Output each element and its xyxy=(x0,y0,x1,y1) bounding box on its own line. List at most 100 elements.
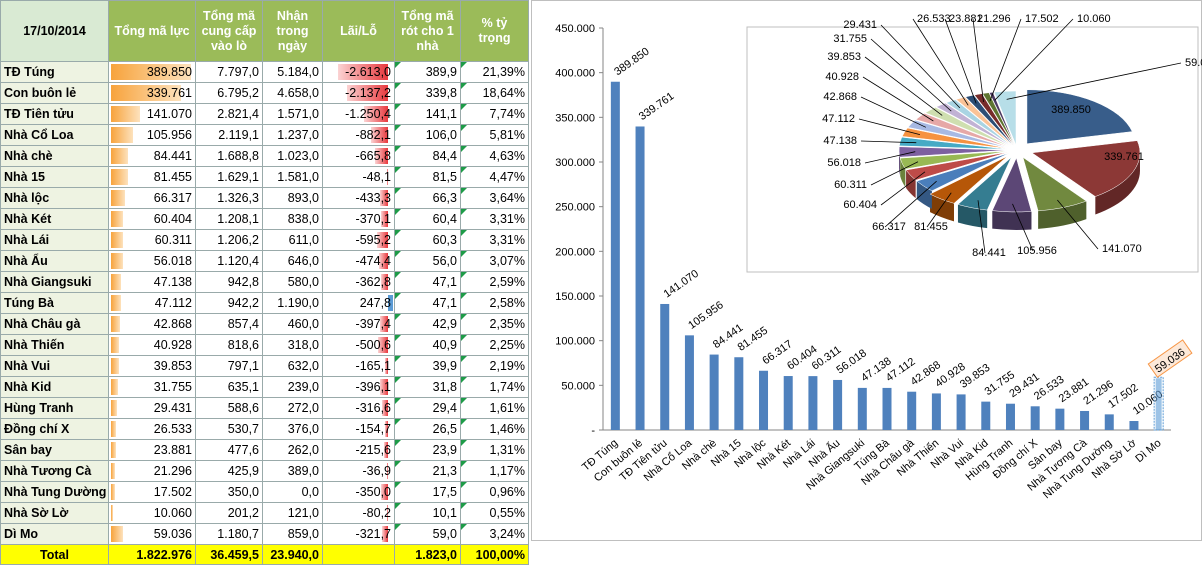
pie-label: 105.956 xyxy=(1017,245,1057,257)
pie-leader-line xyxy=(880,171,926,206)
row-total-value: 47.112 xyxy=(154,296,192,310)
row-pl-value: -316,6 xyxy=(355,401,391,415)
total-data-bar xyxy=(111,295,121,311)
data-table: 17/10/2014 Tổng mã lực Tổng mã cung cấp … xyxy=(0,0,529,565)
row-percent: 4,47% xyxy=(460,166,529,188)
pie-leader-line xyxy=(1057,199,1099,250)
row-pl-value: -350,0 xyxy=(355,485,391,499)
row-supply: 1.326,3 xyxy=(195,187,263,209)
total-data-bar xyxy=(111,106,140,122)
total-data-bar xyxy=(111,316,120,332)
pie-slice xyxy=(915,113,1009,148)
pie-slice xyxy=(1026,89,1133,145)
pie-slice xyxy=(899,136,1008,150)
loss-data-bar xyxy=(371,127,388,143)
table-row: Con buôn lẻ 339.761 6.795,2 4.658,0 -2.137,2… xyxy=(0,82,529,104)
row-profit-loss: -1.250,4 xyxy=(322,103,395,125)
row-pour: 106,0 xyxy=(394,124,461,146)
row-supply: 635,1 xyxy=(195,376,263,398)
row-pl-value: -2.613,0 xyxy=(345,65,391,79)
pie-leader-line xyxy=(864,151,916,164)
pie-leader-line xyxy=(860,96,927,128)
row-pl-value: 247,8 xyxy=(359,296,391,310)
row-percent: 18,64% xyxy=(460,82,529,104)
row-pl-value: -362,8 xyxy=(355,275,391,289)
pie-leader-line xyxy=(884,180,937,228)
pie-slice xyxy=(929,156,1008,204)
row-total: 47.112 xyxy=(108,292,196,314)
table-row: Nhà Kid 31.755 635,1 239,0 -396,1 31,8 1,74% xyxy=(0,376,529,398)
pie-label: 21.296 xyxy=(977,13,1011,25)
row-total: 21.296 xyxy=(108,460,196,482)
row-name: Nhà Tương Cà xyxy=(0,460,109,482)
row-pour: 84,4 xyxy=(394,145,461,167)
bar-highlight-fill xyxy=(1155,378,1162,430)
row-profit-loss: -350,0 xyxy=(322,481,395,503)
row-supply: 818,6 xyxy=(195,334,263,356)
table-row: Nhà Ẩu 56.018 1.120,4 646,0 -474,4 56,0 3,07% xyxy=(0,250,529,272)
row-total-value: 81.455 xyxy=(153,170,192,184)
table-body: TĐ Túng 389.850 7.797,0 5.184,0 -2.613,0 389,… xyxy=(0,61,529,545)
row-profit-loss: -165,1 xyxy=(322,355,395,377)
row-percent: 21,39% xyxy=(460,61,529,83)
total-data-bar xyxy=(111,379,118,395)
row-percent: 2,35% xyxy=(460,313,529,335)
row-name: Nhà chè xyxy=(0,145,109,167)
row-pour: 81,5 xyxy=(394,166,461,188)
total-data-bar xyxy=(111,484,115,500)
row-received: 460,0 xyxy=(262,313,323,335)
row-total-value: 40.928 xyxy=(153,338,192,352)
row-total: 47.138 xyxy=(108,271,196,293)
total-pl xyxy=(322,544,395,565)
row-total: 10.060 xyxy=(108,502,196,524)
row-name: Sân bay xyxy=(0,439,109,461)
bar xyxy=(1030,406,1040,430)
pie-leader-line xyxy=(858,118,921,136)
row-supply: 1.688,8 xyxy=(195,145,263,167)
pie-leader-line xyxy=(977,200,986,254)
row-pour: 17,5 xyxy=(394,481,461,503)
pie-label: 39.853 xyxy=(827,51,861,63)
row-total-value: 59.036 xyxy=(153,527,192,541)
loss-data-bar xyxy=(338,64,388,80)
row-percent: 0,55% xyxy=(460,502,529,524)
row-supply: 1.180,7 xyxy=(195,523,263,545)
row-percent: 1,46% xyxy=(460,418,529,440)
table-row: Nhà Giangsuki 47.138 942,8 580,0 -362,8 47,1 2… xyxy=(0,271,529,293)
row-pl-value: -595,2 xyxy=(355,233,391,247)
pie-leader-line xyxy=(1012,203,1034,252)
row-supply: 588,6 xyxy=(195,397,263,419)
table-row: Đồng chí X 26.533 530,7 376,0 -154,7 26,5 1,46… xyxy=(0,418,529,440)
loss-data-bar xyxy=(383,442,388,458)
row-total-value: 66.317 xyxy=(153,191,192,205)
total-data-bar xyxy=(111,337,120,353)
loss-data-bar xyxy=(386,505,388,521)
row-profit-loss: -362,8 xyxy=(322,271,395,293)
row-total: 39.853 xyxy=(108,355,196,377)
total-data-bar xyxy=(111,400,117,416)
row-received: 376,0 xyxy=(262,418,323,440)
total-pour: 1.823,0 xyxy=(394,544,461,565)
row-total: 31.755 xyxy=(108,376,196,398)
row-received: 838,0 xyxy=(262,208,323,230)
loss-data-bar xyxy=(385,421,388,437)
row-pour: 60,3 xyxy=(394,229,461,251)
row-pl-value: -500,6 xyxy=(355,338,391,352)
pie-leader-line xyxy=(1006,62,1182,100)
row-total-value: 23.881 xyxy=(153,443,192,457)
category-label: Dì Mo xyxy=(1133,437,1163,465)
y-tick-label: - xyxy=(591,425,595,437)
row-total: 141.070 xyxy=(108,103,196,125)
bar xyxy=(882,387,892,430)
total-data-bar xyxy=(111,463,116,479)
row-total-value: 141.070 xyxy=(146,107,192,121)
chart-area: - 50.000 100.000 150.000 200.000 250.000 300.0… xyxy=(555,13,1202,501)
bar xyxy=(610,81,620,430)
pie-leader-line xyxy=(860,140,917,144)
row-total-value: 26.533 xyxy=(153,422,192,436)
row-total-value: 339.761 xyxy=(146,86,192,100)
row-name: Nhà Thiến xyxy=(0,334,109,356)
total-data-bar xyxy=(111,232,124,248)
total-data-bar xyxy=(111,85,181,101)
table-row: TĐ Tiên tửu 141.070 2.821,4 1.571,0 -1.250,4… xyxy=(0,103,529,125)
